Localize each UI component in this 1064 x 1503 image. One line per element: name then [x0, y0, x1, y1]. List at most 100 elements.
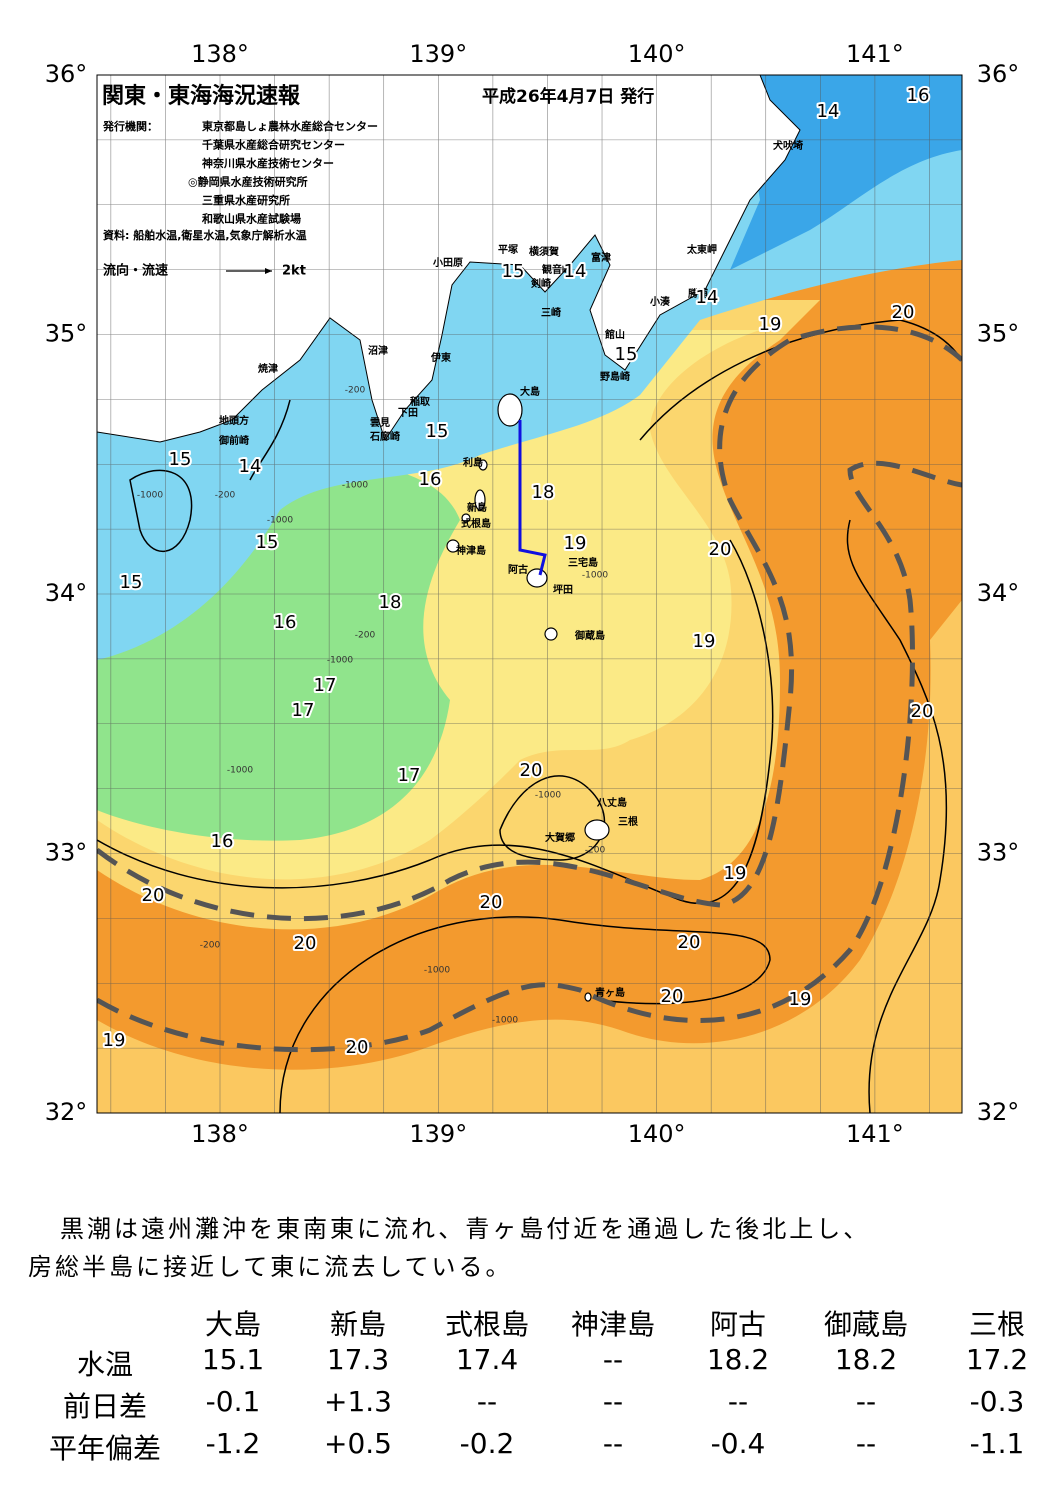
- isotherm-label: 17: [314, 675, 337, 696]
- table-cell: --: [602, 1343, 624, 1376]
- depth-label: -200: [345, 386, 366, 396]
- place-name: 青ヶ島: [595, 986, 625, 999]
- isotherm-label: 16: [211, 831, 234, 852]
- place-name: 三崎: [541, 306, 561, 319]
- isotherm-label: 20: [678, 932, 701, 953]
- depth-label: -200: [200, 941, 221, 951]
- kuroshio-axis: [97, 324, 962, 1053]
- isotherm-label: 15: [426, 421, 449, 442]
- isotherm-label: 15: [502, 261, 525, 282]
- place-name: 下田: [398, 407, 418, 419]
- table-cell: -1.1: [969, 1427, 1025, 1460]
- depth-label: -1000: [227, 766, 253, 776]
- table-cell: -1.2: [205, 1427, 261, 1460]
- longitude-label: 139°: [409, 1120, 467, 1148]
- latitude-label: 32°: [45, 1098, 88, 1126]
- longitude-label: 138°: [191, 1120, 249, 1148]
- depth-label: -1000: [342, 481, 368, 491]
- isotherm-label: 18: [379, 592, 402, 613]
- place-name: 坪田: [553, 583, 573, 596]
- table-header: 式根島: [444, 1308, 529, 1341]
- publisher: 神奈川県水産技術センター: [202, 156, 334, 170]
- isotherm-label: 15: [615, 344, 638, 365]
- table-header: 神津島: [570, 1308, 655, 1341]
- isotherm-label: 14: [817, 101, 840, 122]
- table-cell: --: [602, 1385, 624, 1418]
- table-cell: 17.2: [965, 1343, 1029, 1376]
- place-name: 犬吠埼: [773, 139, 803, 152]
- depth-label: -200: [215, 491, 236, 501]
- latitude-label: 34°: [45, 579, 88, 607]
- isotherm-label: 16: [274, 612, 297, 633]
- latitude-label: 33°: [45, 839, 88, 867]
- isotherm-label: 19: [103, 1030, 126, 1051]
- table-header: 大島: [204, 1308, 261, 1341]
- place-name: 伊東: [430, 351, 451, 364]
- table-cell: 18.2: [834, 1343, 898, 1376]
- map-area: [97, 75, 962, 1113]
- depth-label: -1000: [327, 656, 353, 666]
- longitude-label: 141°: [846, 40, 904, 68]
- place-name: 御蔵島: [574, 629, 605, 642]
- table-header: 三根: [968, 1308, 1025, 1341]
- place-name: 小湊: [649, 295, 671, 308]
- place-name: 雲見: [370, 417, 390, 429]
- table-cell: --: [476, 1385, 498, 1418]
- place-name: 勝浦: [688, 287, 708, 300]
- isotherm-label: 19: [759, 314, 782, 335]
- publisher: 千葉県水産総合研究センター: [202, 138, 345, 152]
- place-name: 剣崎: [530, 277, 551, 290]
- isotherm-label: 20: [892, 302, 915, 323]
- depth-label: -1000: [424, 966, 450, 976]
- depth-label: -200: [355, 631, 376, 641]
- table-cell: 17.4: [455, 1343, 519, 1376]
- table-cell: 18.2: [706, 1343, 770, 1376]
- water-light-orange: [97, 600, 962, 1113]
- latitude-label: 36°: [977, 60, 1020, 88]
- depth-label: -1000: [535, 791, 561, 801]
- legend-label: 流向・流速: [103, 263, 168, 279]
- depth-label: -1000: [137, 491, 163, 501]
- place-name: 太東岬: [686, 243, 717, 256]
- place-name: 平塚: [498, 243, 518, 256]
- isotherm-label: 15: [256, 532, 279, 553]
- latitude-label: 35°: [45, 320, 88, 348]
- isotherm-label: 20: [346, 1037, 369, 1058]
- table-header: 御蔵島: [823, 1308, 908, 1341]
- place-name: 三根: [618, 815, 638, 828]
- publisher: 和歌山県水産試験場: [202, 212, 301, 226]
- row-label: 水温: [76, 1348, 133, 1381]
- place-name: 野島崎: [600, 370, 630, 383]
- depth-label: -200: [585, 846, 606, 856]
- place-name: 八丈島: [596, 796, 627, 809]
- place-name: 神津島: [456, 544, 486, 557]
- summary-line: 房総半島に接近して東に流去している。: [28, 1253, 513, 1281]
- latitude-label: 33°: [977, 839, 1020, 867]
- latitude-label: 32°: [977, 1098, 1020, 1126]
- place-name: 御前崎: [218, 434, 249, 447]
- table-cell: 17.3: [326, 1343, 390, 1376]
- summary-line: 黒潮は遠州灘沖を東南東に流れ、青ヶ島付近を通過した後北上し、: [60, 1215, 871, 1243]
- place-name: 式根島: [461, 517, 491, 530]
- isotherm-label: 16: [419, 469, 442, 490]
- place-name: 石廊崎: [369, 430, 400, 443]
- table-header: 阿古: [709, 1308, 766, 1341]
- row-label: 前日差: [62, 1390, 147, 1423]
- place-name: 横須賀: [529, 245, 559, 258]
- place-name: 大賀郷: [545, 831, 575, 844]
- table-cell: -0.3: [969, 1385, 1025, 1418]
- isotherm-label: 19: [693, 631, 716, 652]
- place-name: 新島: [467, 501, 487, 514]
- isotherm-label: 19: [789, 989, 812, 1010]
- isotherm-label: 20: [520, 760, 543, 781]
- isotherm-label: 14: [239, 456, 262, 477]
- longitude-label: 138°: [191, 40, 249, 68]
- table-cell: --: [727, 1385, 749, 1418]
- isotherm-label: 20: [661, 986, 684, 1007]
- depth-label: -1000: [492, 1016, 518, 1026]
- islands: [446, 393, 610, 1002]
- table-cell: --: [855, 1385, 877, 1418]
- longitude-label: 141°: [846, 1120, 904, 1148]
- depth-label: -1000: [267, 516, 293, 526]
- isotherm-label: 18: [532, 482, 555, 503]
